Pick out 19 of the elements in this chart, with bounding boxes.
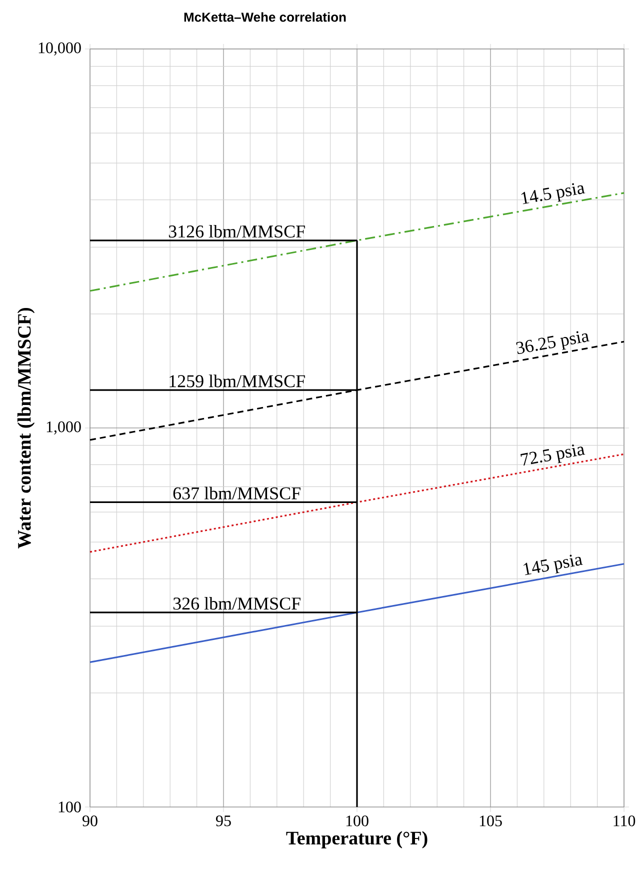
series-label: 1259 lbm/MMSCF — [170, 374, 305, 388]
x-axis-title: Temperature (°F) — [286, 831, 428, 848]
series-label: 3126 lbm/MMSCF — [168, 224, 305, 238]
y-tick-label: 10,000 — [38, 42, 81, 56]
chart-title: McKetta–Wehe correlation — [184, 12, 346, 22]
y-axis-title: Water content (lbm/MMSCF) — [17, 308, 35, 549]
x-tick-label: 100 — [346, 816, 368, 826]
y-tick-label: 100 — [58, 802, 81, 812]
x-tick-label: 95 — [216, 816, 231, 826]
text: 36.25 psia — [516, 331, 590, 354]
y-tick-label: 1,000 — [46, 421, 81, 435]
text: 145 psia — [523, 554, 583, 576]
text: 72.5 psia — [520, 444, 586, 466]
series-label: 326 lbm/MMSCF — [173, 597, 300, 610]
series-label: 637 lbm/MMSCF — [173, 486, 300, 500]
x-tick-label: 90 — [82, 816, 98, 826]
text: 14.5 psia — [521, 183, 586, 204]
x-tick-label: 105 — [480, 816, 502, 826]
x-tick-label: 110 — [614, 816, 636, 826]
